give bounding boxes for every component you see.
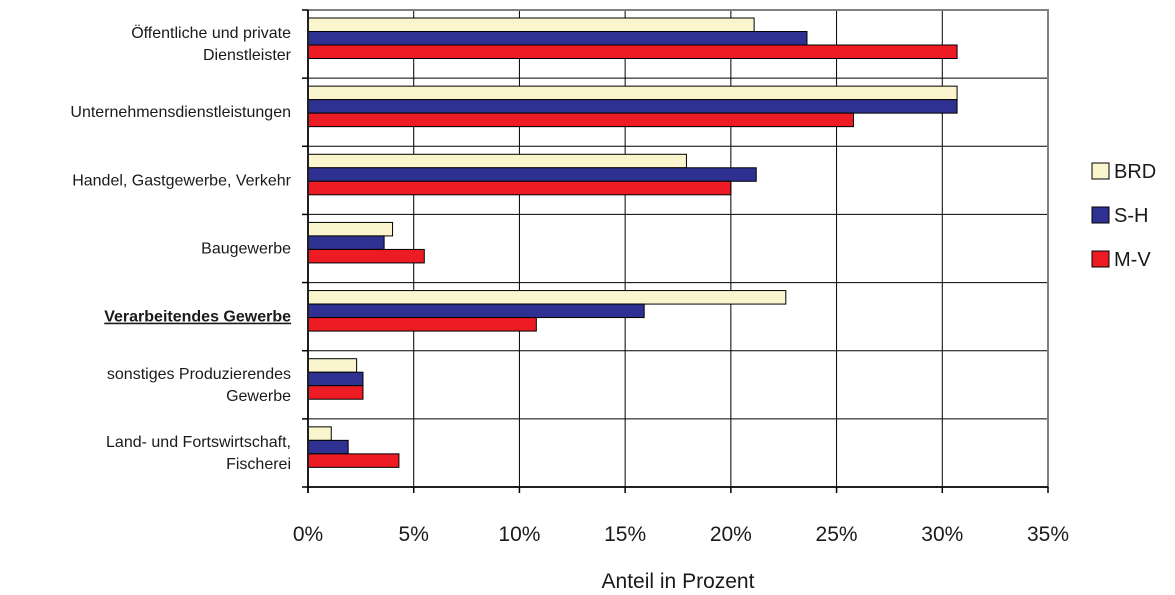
bar-brd [307, 85, 958, 101]
x-tick-label: 30% [921, 523, 963, 546]
bar-s-h [307, 303, 645, 319]
x-tick-labels: 0% 5% 10% 15% 20% 25% 30% 35% [293, 523, 1069, 546]
x-tick-label: 25% [816, 523, 858, 546]
bar-brd [307, 221, 394, 237]
bar-m-v [307, 317, 537, 332]
bar-s-h [307, 439, 349, 455]
x-tick-label: 20% [710, 523, 752, 546]
bar-m-v [307, 180, 732, 196]
legend-label: BRD [1114, 161, 1156, 183]
grid-lines [308, 10, 1048, 487]
category-label: Fischerei [226, 456, 291, 473]
x-axis-title: Anteil in Prozent [602, 570, 755, 593]
category-label: sonstiges Produzierendes [107, 366, 291, 383]
legend-label: M-V [1114, 249, 1151, 271]
legend-swatch-s-h [1091, 206, 1110, 224]
bar-brd [307, 17, 755, 32]
category-label: Baugewerbe [201, 241, 291, 258]
bar-brd [307, 290, 787, 305]
category-label: Handel, Gastgewerbe, Verkehr [72, 172, 291, 189]
x-tick-label: 10% [498, 523, 540, 546]
legend-swatch-m-v [1091, 250, 1110, 268]
bars [307, 17, 958, 468]
category-label: Land- und Fortswirtschaft, [106, 434, 291, 451]
bar-s-h [307, 31, 808, 46]
bar-m-v [307, 248, 425, 264]
x-tick-label: 0% [293, 523, 323, 546]
x-tick-label: 35% [1027, 523, 1069, 546]
bar-s-h [307, 235, 385, 250]
x-axis [302, 9, 1049, 493]
bar-brd [307, 426, 332, 441]
legend: BRD S-H M-V [1091, 161, 1156, 271]
bar-brd [307, 153, 687, 169]
category-labels: Öffentliche und private Dienstleister Unte… [70, 24, 291, 473]
bar-m-v [307, 112, 854, 128]
bar-s-h [307, 99, 958, 114]
bar-m-v [307, 44, 958, 59]
bar-m-v [307, 385, 364, 400]
legend-swatch-brd [1091, 162, 1110, 180]
plot-area-border [307, 9, 1049, 488]
category-label: Unternehmensdienstleistungen [70, 104, 291, 121]
x-tick-label: 15% [604, 523, 646, 546]
bar-m-v [307, 453, 400, 468]
bar-brd [307, 358, 358, 373]
legend-label: S-H [1114, 205, 1148, 227]
x-tick-label: 5% [399, 523, 429, 546]
category-label: Gewerbe [226, 388, 291, 405]
bar-s-h [307, 371, 364, 387]
category-label: Öffentliche und private [131, 24, 291, 42]
category-label: Dienstleister [203, 47, 292, 64]
category-label: Verarbeitendes Gewerbe [104, 309, 291, 326]
bar-s-h [307, 167, 757, 182]
